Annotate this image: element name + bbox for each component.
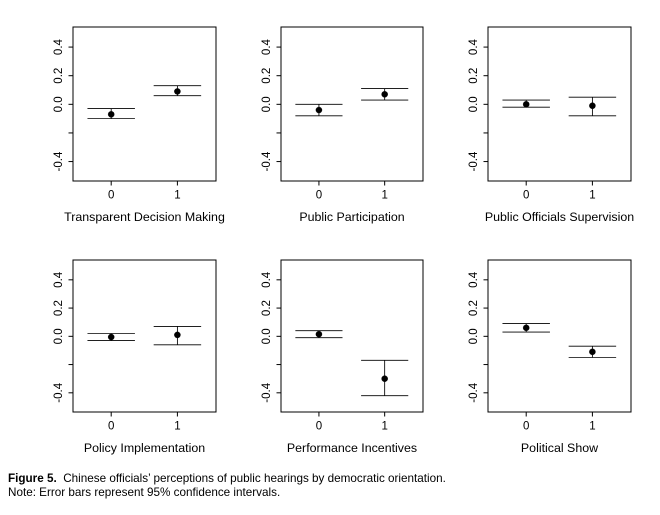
svg-text:Policy Implementation: Policy Implementation <box>84 441 205 455</box>
svg-text:-0.4: -0.4 <box>468 151 480 171</box>
svg-text:0.2: 0.2 <box>53 300 65 316</box>
svg-text:Transparent Decision Making: Transparent Decision Making <box>64 210 225 224</box>
svg-text:0.0: 0.0 <box>261 96 273 112</box>
svg-text:0: 0 <box>108 421 114 433</box>
svg-text:0.2: 0.2 <box>53 68 65 84</box>
svg-text:Performance Incentives: Performance Incentives <box>287 441 417 455</box>
svg-text:0.0: 0.0 <box>468 96 480 112</box>
svg-text:0: 0 <box>316 421 322 433</box>
svg-text:0.4: 0.4 <box>468 38 480 55</box>
svg-text:0: 0 <box>316 190 322 202</box>
svg-text:0.0: 0.0 <box>261 328 273 344</box>
svg-text:-0.4: -0.4 <box>53 151 65 171</box>
svg-text:0.2: 0.2 <box>261 68 273 84</box>
svg-text:-0.4: -0.4 <box>53 382 65 402</box>
svg-text:0: 0 <box>523 190 529 202</box>
svg-text:0.2: 0.2 <box>261 300 273 316</box>
svg-text:-0.4: -0.4 <box>468 382 480 402</box>
svg-text:Political Show: Political Show <box>521 441 598 455</box>
svg-text:0.4: 0.4 <box>261 271 273 288</box>
svg-text:0.4: 0.4 <box>261 38 273 55</box>
svg-text:1: 1 <box>174 421 180 433</box>
svg-text:-0.4: -0.4 <box>261 151 273 171</box>
svg-text:-0.4: -0.4 <box>261 382 273 402</box>
svg-text:0.0: 0.0 <box>53 96 65 112</box>
svg-text:1: 1 <box>381 421 387 433</box>
svg-text:1: 1 <box>589 421 595 433</box>
svg-text:Public Officials Supervision: Public Officials Supervision <box>485 210 634 224</box>
svg-text:0.0: 0.0 <box>53 328 65 344</box>
svg-text:1: 1 <box>174 190 180 202</box>
svg-text:0.4: 0.4 <box>53 38 65 55</box>
svg-text:0.2: 0.2 <box>468 68 480 84</box>
svg-text:0: 0 <box>523 421 529 433</box>
svg-text:0.0: 0.0 <box>468 328 480 344</box>
svg-text:0.4: 0.4 <box>468 271 480 288</box>
svg-text:Public Participation: Public Participation <box>299 210 404 224</box>
svg-text:0: 0 <box>108 190 114 202</box>
svg-text:0.2: 0.2 <box>468 300 480 316</box>
svg-text:0.4: 0.4 <box>53 271 65 288</box>
svg-text:1: 1 <box>589 190 595 202</box>
svg-text:1: 1 <box>381 190 387 202</box>
